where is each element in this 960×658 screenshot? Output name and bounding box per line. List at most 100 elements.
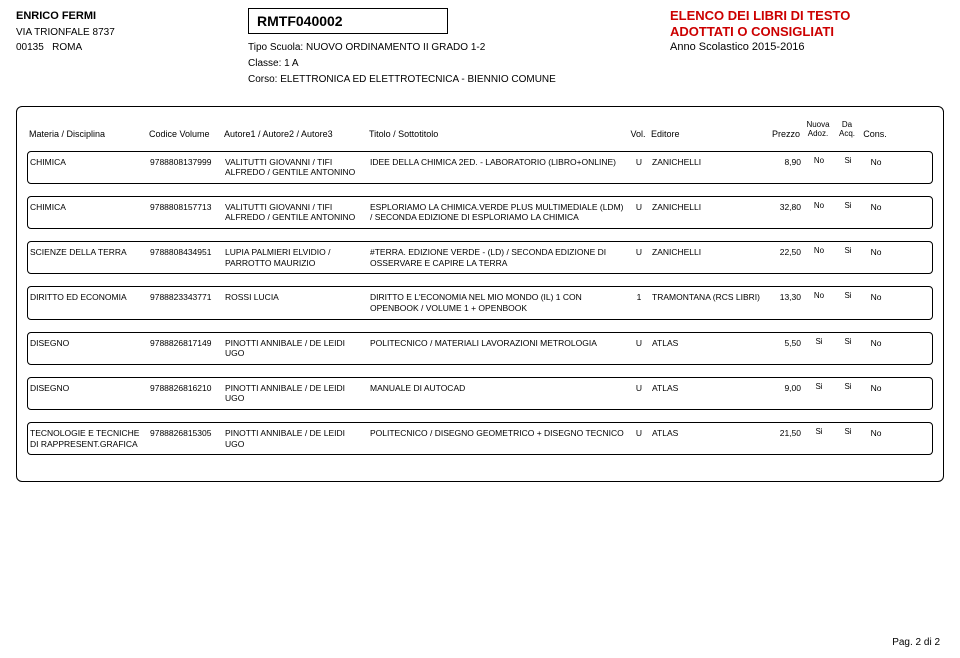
cell-da: Si <box>835 382 861 405</box>
cell-cons: No <box>861 201 891 224</box>
col-cons: Cons. <box>860 127 890 141</box>
cell-materia: DIRITTO ED ECONOMIA <box>28 291 148 314</box>
col-nuova: Nuova Adoz. <box>802 119 834 141</box>
cell-materia: TECNOLOGIE E TECNICHE DI RAPPRESENT.GRAF… <box>28 427 148 450</box>
cell-nuova: Si <box>803 382 835 405</box>
col-nuova-2: Adoz. <box>808 129 828 138</box>
cell-cons: No <box>861 382 891 405</box>
cell-prezzo: 13,30 <box>765 291 803 314</box>
content-box: Materia / Disciplina Codice Volume Autor… <box>16 106 944 482</box>
cell-cons: No <box>861 246 891 269</box>
cell-nuova: No <box>803 156 835 179</box>
column-headers: Materia / Disciplina Codice Volume Autor… <box>27 119 933 141</box>
course-info: Tipo Scuola: NUOVO ORDINAMENTO II GRADO … <box>248 40 628 88</box>
col-autore: Autore1 / Autore2 / Autore3 <box>222 127 367 141</box>
cell-da: Si <box>835 246 861 269</box>
classe-label: Classe: <box>248 58 281 69</box>
corso-label: Corso: <box>248 74 277 85</box>
corso-row: Corso: ELETTRONICA ED ELETTROTECNICA - B… <box>248 72 628 88</box>
cell-cons: No <box>861 291 891 314</box>
cell-editore: ATLAS <box>650 382 765 405</box>
footer-page: Pag. 2 di 2 <box>892 637 940 648</box>
cell-nuova: No <box>803 291 835 314</box>
col-titolo: Titolo / Sottotitolo <box>367 127 627 141</box>
cell-cons: No <box>861 427 891 450</box>
cell-materia: CHIMICA <box>28 156 148 179</box>
cell-da: Si <box>835 156 861 179</box>
table-row: CHIMICA9788808137999VALITUTTI GIOVANNI /… <box>27 151 933 184</box>
col-da: Da Acq. <box>834 119 860 141</box>
tipo-label: Tipo Scuola: <box>248 42 303 53</box>
header: ENRICO FERMI VIA TRIONFALE 8737 00135 RO… <box>16 8 944 88</box>
col-prezzo: Prezzo <box>764 127 802 141</box>
cell-editore: ATLAS <box>650 427 765 450</box>
cell-vol: U <box>628 246 650 269</box>
cell-editore: ZANICHELLI <box>650 156 765 179</box>
cell-materia: DISEGNO <box>28 382 148 405</box>
school-city: 00135 ROMA <box>16 40 236 55</box>
cell-codice: 9788808434951 <box>148 246 223 269</box>
elenco-line1: ELENCO DEI LIBRI DI TESTO <box>670 8 944 24</box>
table-row: DISEGNO9788826816210PINOTTI ANNIBALE / D… <box>27 377 933 410</box>
cell-vol: U <box>628 337 650 360</box>
cell-autore: PINOTTI ANNIBALE / DE LEIDI UGO <box>223 382 368 405</box>
cell-materia: CHIMICA <box>28 201 148 224</box>
table-row: SCIENZE DELLA TERRA9788808434951LUPIA PA… <box>27 241 933 274</box>
cell-nuova: Si <box>803 337 835 360</box>
cell-codice: 9788823343771 <box>148 291 223 314</box>
cell-titolo: #TERRA. EDIZIONE VERDE - (LD) / SECONDA … <box>368 246 628 269</box>
school-postcode: 00135 <box>16 42 44 53</box>
cell-cons: No <box>861 337 891 360</box>
school-address: VIA TRIONFALE 8737 <box>16 25 236 40</box>
table-row: DISEGNO9788826817149PINOTTI ANNIBALE / D… <box>27 332 933 365</box>
cell-prezzo: 8,90 <box>765 156 803 179</box>
cell-codice: 9788808137999 <box>148 156 223 179</box>
table-row: TECNOLOGIE E TECNICHE DI RAPPRESENT.GRAF… <box>27 422 933 455</box>
cell-da: Si <box>835 201 861 224</box>
classe-value: 1 A <box>284 58 298 69</box>
anno: Anno Scolastico 2015-2016 <box>670 41 944 53</box>
cell-titolo: ESPLORIAMO LA CHIMICA.VERDE PLUS MULTIME… <box>368 201 628 224</box>
cell-codice: 9788808157713 <box>148 201 223 224</box>
tipo-value: NUOVO ORDINAMENTO II GRADO 1-2 <box>306 42 485 53</box>
cell-codice: 9788826817149 <box>148 337 223 360</box>
col-da-1: Da <box>842 120 852 129</box>
col-vol: Vol. <box>627 127 649 141</box>
cell-autore: VALITUTTI GIOVANNI / TIFI ALFREDO / GENT… <box>223 201 368 224</box>
cell-vol: U <box>628 156 650 179</box>
cell-vol: 1 <box>628 291 650 314</box>
cell-codice: 9788826816210 <box>148 382 223 405</box>
cell-da: Si <box>835 291 861 314</box>
cell-cons: No <box>861 156 891 179</box>
table-row: CHIMICA9788808157713VALITUTTI GIOVANNI /… <box>27 196 933 229</box>
cell-prezzo: 9,00 <box>765 382 803 405</box>
cell-codice: 9788826815305 <box>148 427 223 450</box>
cell-prezzo: 21,50 <box>765 427 803 450</box>
table-row: DIRITTO ED ECONOMIA9788823343771ROSSI LU… <box>27 286 933 319</box>
cell-autore: VALITUTTI GIOVANNI / TIFI ALFREDO / GENT… <box>223 156 368 179</box>
cell-materia: DISEGNO <box>28 337 148 360</box>
cell-autore: LUPIA PALMIERI ELVIDIO / PARROTTO MAURIZ… <box>223 246 368 269</box>
cell-nuova: No <box>803 246 835 269</box>
col-da-2: Acq. <box>839 129 855 138</box>
classe-row: Classe: 1 A <box>248 56 628 72</box>
col-materia: Materia / Disciplina <box>27 127 147 141</box>
code-box: RMTF040002 <box>248 8 448 34</box>
cell-autore: ROSSI LUCIA <box>223 291 368 314</box>
school-name: ENRICO FERMI <box>16 8 236 25</box>
cell-materia: SCIENZE DELLA TERRA <box>28 246 148 269</box>
cell-editore: ATLAS <box>650 337 765 360</box>
cell-titolo: MANUALE DI AUTOCAD <box>368 382 628 405</box>
col-editore: Editore <box>649 127 764 141</box>
cell-titolo: POLITECNICO / MATERIALI LAVORAZIONI METR… <box>368 337 628 360</box>
cell-autore: PINOTTI ANNIBALE / DE LEIDI UGO <box>223 427 368 450</box>
page: ENRICO FERMI VIA TRIONFALE 8737 00135 RO… <box>0 0 960 490</box>
cell-da: Si <box>835 337 861 360</box>
cell-titolo: IDEE DELLA CHIMICA 2ED. - LABORATORIO (L… <box>368 156 628 179</box>
col-nuova-1: Nuova <box>806 120 829 129</box>
cell-vol: U <box>628 201 650 224</box>
corso-value: ELETTRONICA ED ELETTROTECNICA - BIENNIO … <box>280 74 556 85</box>
cell-titolo: POLITECNICO / DISEGNO GEOMETRICO + DISEG… <box>368 427 628 450</box>
cell-prezzo: 32,80 <box>765 201 803 224</box>
school-city-name: ROMA <box>52 42 82 53</box>
